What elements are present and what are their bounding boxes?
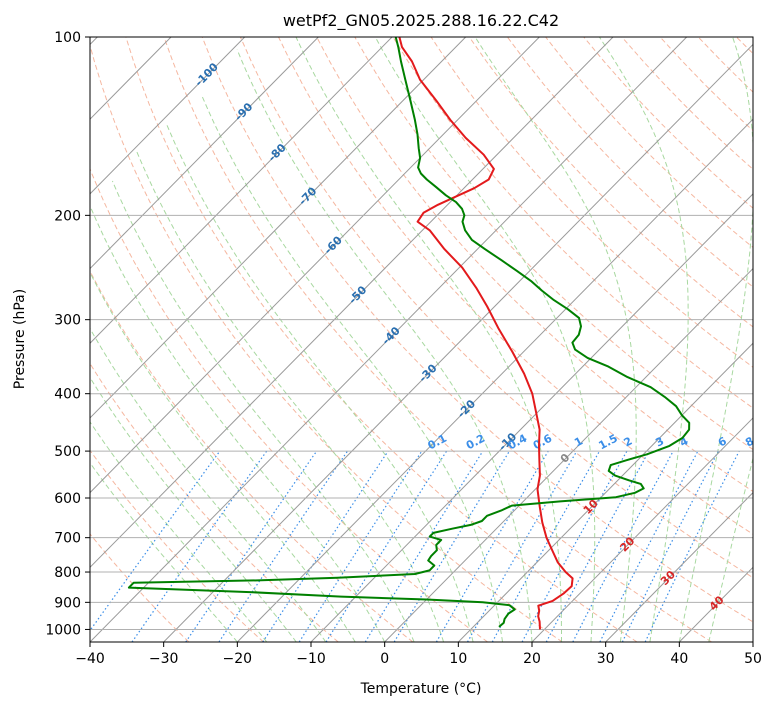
- dry-adiabat-line: [90, 167, 488, 642]
- y-axis-title: Pressure (hPa): [12, 289, 28, 389]
- dry-adiabat-line: [163, 37, 712, 642]
- x-tick-label: 30: [597, 651, 615, 667]
- x-axis-title: Temperature (°C): [360, 681, 482, 697]
- dry-adiabat-line: [125, 37, 638, 642]
- dry-adiabat-line: [316, 37, 753, 493]
- y-tick-label: 500: [54, 444, 81, 460]
- isotherm-line: [90, 37, 393, 344]
- sounding-series: [127, 37, 691, 630]
- moist-adiabat-line: [90, 204, 386, 642]
- x-tick-label: 50: [744, 651, 762, 667]
- isotherm-line: [90, 37, 246, 195]
- isotherm-line: [531, 417, 753, 642]
- dry-adiabat-line: [201, 37, 753, 623]
- mixing-ratio-line: [545, 450, 650, 642]
- y-tick-label: 600: [54, 491, 81, 507]
- moist-adiabat-line: [708, 456, 753, 642]
- mixing-ratio-line: [644, 450, 740, 642]
- x-tick-label: 0: [380, 651, 389, 667]
- moist-adiabat-line: [374, 37, 596, 642]
- isotherm-line: [90, 37, 319, 270]
- moist-adiabat-line: [474, 37, 637, 642]
- isotherm-line: [90, 37, 614, 569]
- isotherm-line: [90, 37, 467, 419]
- x-tick-label: −20: [223, 651, 253, 667]
- isotherm-line: [90, 37, 540, 494]
- y-tick-label: 900: [54, 595, 81, 611]
- mixing-ratio-line: [298, 450, 423, 642]
- mixing-ratio-line: [262, 450, 389, 642]
- mixing-ratio-label: 8: [743, 434, 756, 449]
- dry-adiabat-line: [468, 37, 753, 328]
- moist-adiabat-line: [90, 376, 297, 642]
- isotherm-line: [457, 342, 753, 642]
- dry-adiabat-line: [354, 37, 753, 451]
- isotherm-line: [90, 37, 688, 642]
- isotherm-line: [310, 193, 753, 642]
- dewpoint-profile-line: [127, 37, 691, 628]
- dry-adiabat-line: [90, 43, 563, 642]
- mixing-ratio-line: [364, 450, 484, 642]
- y-tick-label: 400: [54, 387, 81, 403]
- plot-background: [90, 37, 753, 642]
- moist-adiabat-line: [678, 37, 753, 642]
- moist-adiabat-line: [236, 49, 533, 642]
- moist-adiabat-line: [598, 37, 689, 642]
- moist-adiabat-line: [90, 327, 327, 642]
- y-tick-label: 1000: [45, 622, 81, 638]
- mixing-ratio-line: [218, 450, 348, 642]
- y-tick-label: 800: [54, 565, 81, 581]
- y-tick-label: 100: [54, 30, 81, 46]
- mixing-ratio-line: [90, 450, 221, 632]
- dry-adiabat-line: [239, 37, 753, 579]
- dry-adiabats: [90, 37, 753, 642]
- moist-adiabat-line: [295, 37, 562, 642]
- mixing-ratio-line: [185, 450, 318, 642]
- x-tick-label: 20: [523, 651, 541, 667]
- y-tick-label: 200: [54, 208, 81, 224]
- y-axis: 100 200 300 400 500 600 700 800 900 1000: [45, 30, 90, 638]
- mixing-ratio-line: [393, 450, 510, 642]
- isotherm-line: [605, 491, 753, 642]
- isotherm-line: [384, 267, 753, 642]
- isotherm-line: [752, 641, 753, 642]
- dry-adiabat-line: [392, 37, 753, 409]
- moist-adiabat-line: [111, 180, 415, 642]
- x-tick-label: −30: [149, 651, 179, 667]
- x-tick-label: 10: [449, 651, 467, 667]
- x-tick-label: −40: [75, 651, 105, 667]
- dry-adiabat-line: [90, 270, 414, 642]
- moist-adiabat-line: [90, 271, 356, 642]
- mixing-ratio-line: [521, 450, 628, 642]
- mixing-ratio-line: [325, 450, 448, 642]
- plot-frame: [89, 36, 754, 643]
- y-tick-label: 700: [54, 531, 81, 547]
- chart-title: wetPf2_GN05.2025.288.16.22.C42: [283, 11, 559, 31]
- mixing-ratio-label: 10: [763, 433, 775, 452]
- x-axis: −40 −30 −20 −10 0 10 20 30 40 50: [75, 642, 762, 667]
- temperature-profile-line: [398, 37, 574, 630]
- isotherm-line: [163, 43, 753, 642]
- mixing-ratio-line: [621, 450, 719, 642]
- moist-adiabat-line: [90, 421, 268, 642]
- isotherm-line: [236, 118, 753, 642]
- x-tick-label: 40: [670, 651, 688, 667]
- isotherms: [90, 37, 753, 642]
- dry-adiabat-line: [90, 533, 190, 642]
- x-tick-label: −10: [296, 651, 326, 667]
- y-tick-label: 300: [54, 313, 81, 329]
